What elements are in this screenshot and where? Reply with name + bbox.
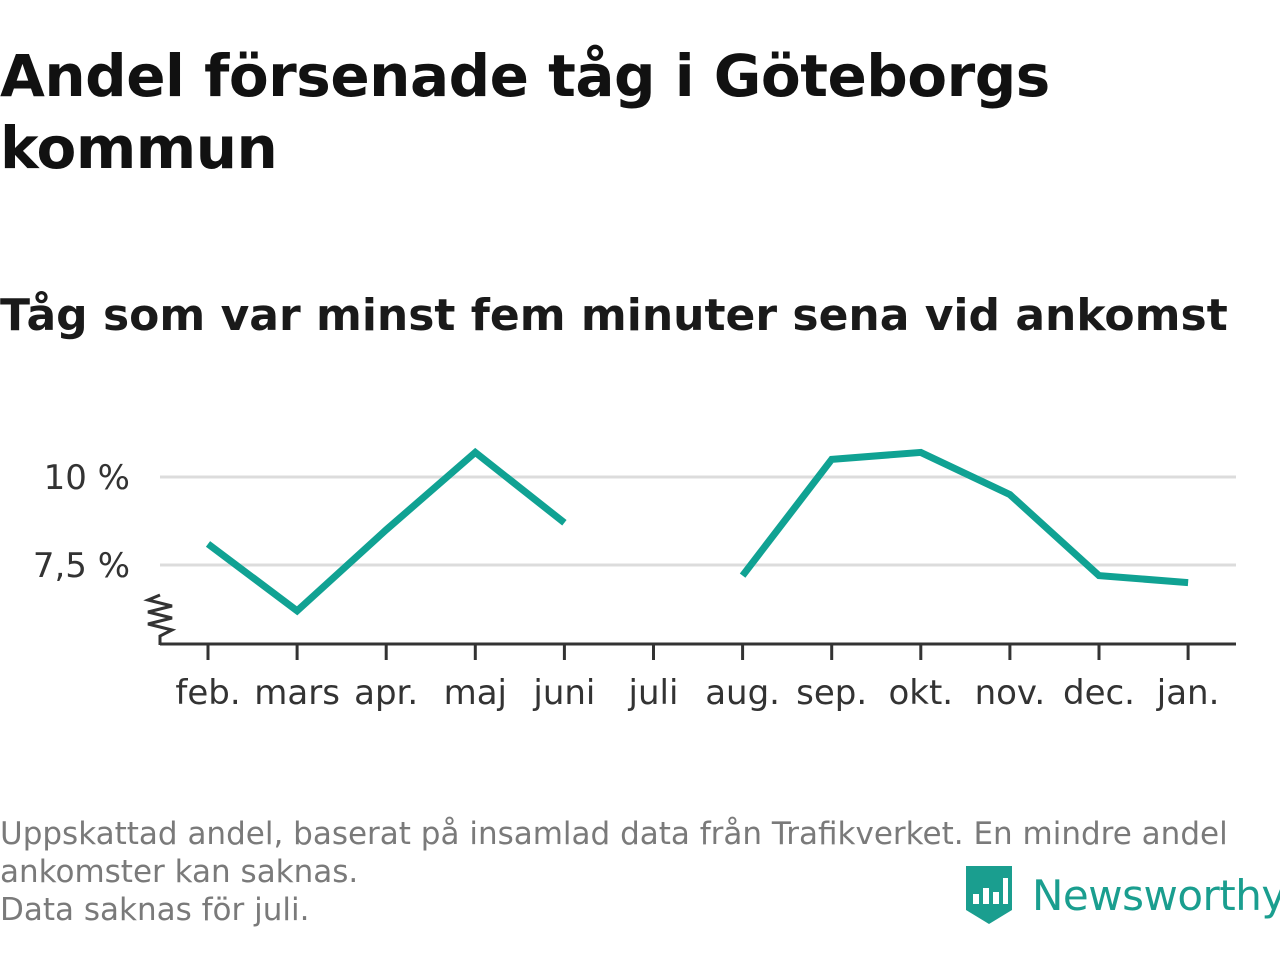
x-tick-label: sep. bbox=[796, 673, 867, 713]
footer-note-source: Uppskattad andel, baserat på insamlad da… bbox=[0, 816, 1228, 890]
chart-footer: Uppskattad andel, baserat på insamlad da… bbox=[0, 815, 1270, 929]
x-tick-label: okt. bbox=[888, 673, 953, 713]
gridlines bbox=[160, 475, 1236, 567]
x-tick-label: juli bbox=[628, 673, 679, 713]
brand-name: Newsworthy bbox=[1032, 870, 1280, 920]
y-axis-break-icon bbox=[143, 593, 177, 645]
x-tick-label: juni bbox=[532, 673, 595, 713]
chart-subtitle: Tåg som var minst fem minuter sena vid a… bbox=[0, 290, 1228, 341]
x-tick-label: nov. bbox=[975, 673, 1046, 713]
x-tick-label: mars bbox=[254, 673, 340, 713]
x-tick-label: feb. bbox=[175, 673, 240, 713]
y-axis-ticks: 7,5 % 10 % bbox=[33, 458, 130, 586]
series-line-segment bbox=[739, 448, 1189, 587]
x-tick-label: aug. bbox=[705, 673, 780, 713]
chart-svg: 7,5 % 10 % feb. mars apr. maj juni juli aug. sep… bbox=[33, 447, 1236, 713]
line-chart: 7,5 % 10 % feb. mars apr. maj juni juli aug. sep… bbox=[0, 400, 1280, 740]
x-tick-label: maj bbox=[444, 673, 507, 713]
x-axis-ticks: feb. mars apr. maj juni juli aug. sep. okt. nov. d… bbox=[175, 644, 1219, 713]
chart-title: Andel försenade tåg i Göteborgs kommun bbox=[0, 42, 1050, 182]
y-tick-label: 10 % bbox=[44, 458, 130, 498]
footer-note-missing: Data saknas för juli. bbox=[0, 892, 310, 928]
x-tick-label: jan. bbox=[1156, 673, 1220, 713]
x-tick-label: dec. bbox=[1063, 673, 1135, 713]
x-tick-label: apr. bbox=[354, 673, 418, 713]
series-lines bbox=[205, 447, 1189, 616]
newsworthy-logo-icon bbox=[966, 866, 1012, 924]
brand-logo: Newsworthy bbox=[964, 864, 1280, 926]
y-tick-label: 7,5 % bbox=[33, 546, 130, 586]
